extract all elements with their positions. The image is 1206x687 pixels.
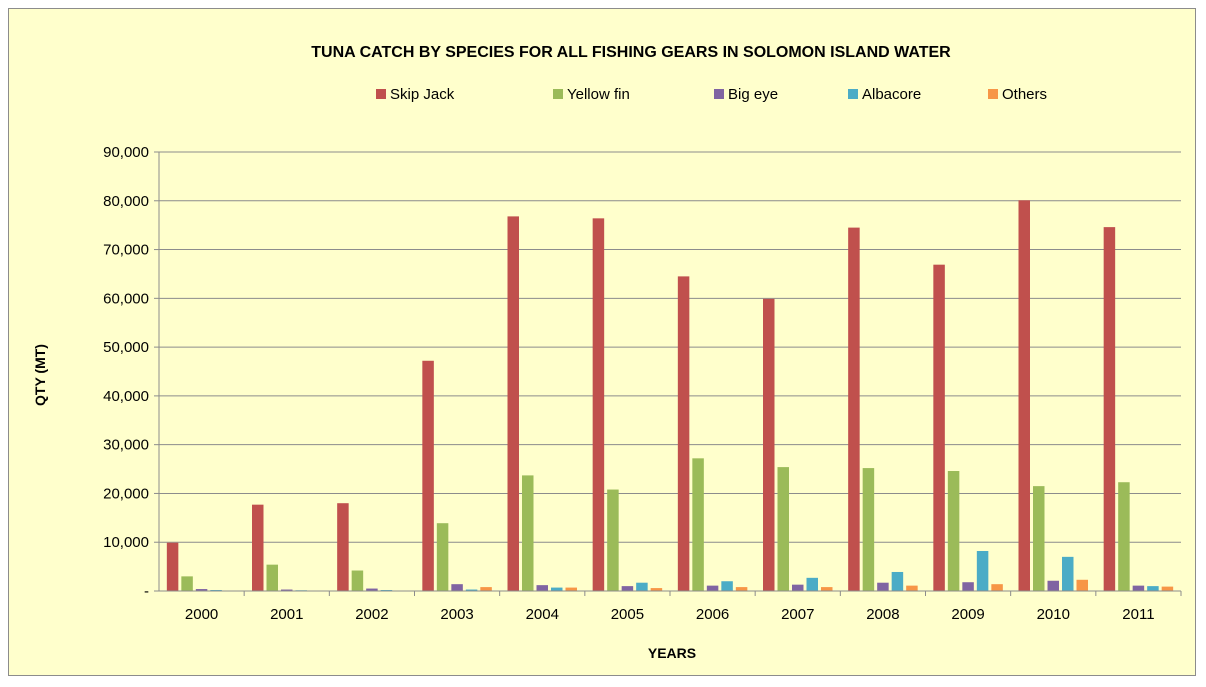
legend-label: Albacore [862, 86, 921, 103]
bar-skip-jack-2010 [1018, 200, 1030, 592]
bar-others-2006 [735, 587, 748, 591]
chart-title: TUNA CATCH BY SPECIES FOR ALL FISHING GE… [311, 44, 951, 61]
y-tick-labels: - 10,000 20,000 30,000 40,000 50,000 60,000 70,… [103, 144, 149, 600]
bar-yellow-fin-2007 [777, 467, 789, 591]
bar-skip-jack-2009 [933, 264, 945, 591]
bar-yellow-fin-2000 [181, 576, 193, 591]
bar-skip-jack-2006 [677, 276, 690, 591]
bar-yellow-fin-2003 [436, 523, 449, 591]
bar-albacore-2009 [976, 551, 989, 591]
y-axis-title: QTY (MT) [32, 344, 48, 406]
bar-others-2009 [991, 584, 1003, 591]
x-tick-label: 2006 [696, 606, 729, 623]
bar-yellow-fin-2001 [266, 564, 278, 591]
y-tick-label: 40,000 [103, 388, 149, 405]
bar-skip-jack-2000 [166, 542, 179, 591]
bar-big-eye-2005 [621, 586, 634, 591]
bar-yellow-fin-2006 [692, 458, 704, 591]
x-tick-label: 2002 [355, 606, 388, 623]
bar-albacore-2004 [551, 587, 563, 591]
gridlines [154, 151, 1181, 592]
legend-swatch [988, 89, 998, 99]
bar-skip-jack-2005 [592, 218, 605, 592]
bar-albacore-2011 [1147, 586, 1159, 591]
bar-big-eye-2011 [1132, 585, 1145, 591]
legend-label: Others [1002, 86, 1047, 103]
bar-yellow-fin-2002 [351, 570, 364, 591]
bars [166, 200, 1174, 592]
bar-big-eye-2001 [281, 589, 293, 591]
bar-others-2004 [565, 587, 577, 591]
bar-yellow-fin-2004 [522, 475, 534, 591]
bar-skip-jack-2011 [1103, 227, 1116, 591]
x-tick-label: 2000 [185, 606, 218, 623]
bar-albacore-2005 [636, 582, 648, 591]
x-axis-title: YEARS [648, 645, 696, 661]
bar-yellow-fin-2010 [1033, 486, 1045, 591]
bar-others-2007 [821, 587, 833, 591]
bar-albacore-2006 [721, 581, 733, 591]
x-tick-label: 2010 [1037, 606, 1070, 623]
x-tick-label: 2009 [951, 606, 984, 623]
bar-skip-jack-2003 [422, 360, 434, 591]
legend-label: Big eye [728, 86, 778, 103]
bar-big-eye-2007 [792, 584, 804, 591]
y-tick-label: 10,000 [103, 534, 149, 551]
x-tick-label: 2007 [781, 606, 814, 623]
bar-skip-jack-2007 [763, 298, 775, 591]
bar-albacore-2003 [465, 589, 478, 591]
legend-swatch [376, 89, 386, 99]
bar-big-eye-2010 [1047, 580, 1059, 591]
legend-swatch [553, 89, 563, 99]
y-tick-label: - [144, 583, 149, 600]
x-tick-label: 2008 [866, 606, 899, 623]
bar-big-eye-2000 [195, 589, 208, 591]
y-tick-label: 30,000 [103, 437, 149, 454]
chart-frame: TUNA CATCH BY SPECIES FOR ALL FISHING GE… [8, 8, 1196, 676]
bar-albacore-2010 [1062, 556, 1074, 591]
chart-svg: TUNA CATCH BY SPECIES FOR ALL FISHING GE… [32, 44, 1182, 661]
axes [158, 152, 1182, 596]
bar-big-eye-2008 [877, 582, 889, 591]
bar-yellow-fin-2011 [1118, 482, 1130, 591]
x-tick-labels: 2000 2001 2002 2003 2004 2005 2006 2007 2008 2009… [185, 606, 1155, 623]
y-tick-label: 90,000 [103, 144, 149, 161]
bar-albacore-2007 [806, 577, 818, 591]
legend-swatch [848, 89, 858, 99]
bar-albacore-2008 [891, 571, 904, 591]
y-tick-label: 70,000 [103, 242, 149, 259]
y-tick-label: 60,000 [103, 290, 149, 307]
y-tick-label: 20,000 [103, 485, 149, 502]
x-tick-label: 2004 [526, 606, 559, 623]
bar-skip-jack-2002 [337, 503, 349, 591]
bar-others-2010 [1076, 579, 1088, 591]
legend: Skip Jack Yellow fin Big eye Albacore Others [376, 86, 1047, 103]
x-tick-label: 2003 [440, 606, 473, 623]
bar-others-2003 [480, 587, 492, 591]
bar-yellow-fin-2008 [862, 468, 875, 591]
legend-label: Yellow fin [567, 86, 630, 103]
bar-big-eye-2004 [536, 585, 548, 591]
bar-others-2005 [650, 588, 663, 591]
bar-big-eye-2003 [451, 584, 463, 591]
x-tick-label: 2001 [270, 606, 303, 623]
bar-big-eye-2002 [366, 588, 378, 591]
y-tick-label: 50,000 [103, 339, 149, 356]
bar-skip-jack-2004 [507, 216, 519, 592]
y-tick-label: 80,000 [103, 193, 149, 210]
legend-label: Skip Jack [390, 86, 455, 103]
x-tick-label: 2011 [1122, 606, 1154, 623]
bar-skip-jack-2008 [848, 227, 860, 591]
legend-swatch [714, 89, 724, 99]
bar-skip-jack-2001 [252, 504, 264, 591]
bar-big-eye-2006 [706, 585, 719, 591]
bar-yellow-fin-2005 [607, 489, 619, 591]
bar-big-eye-2009 [962, 582, 974, 591]
bar-others-2008 [906, 585, 918, 591]
x-tick-label: 2005 [611, 606, 644, 623]
bar-others-2011 [1161, 586, 1174, 591]
bar-yellow-fin-2009 [947, 471, 960, 591]
